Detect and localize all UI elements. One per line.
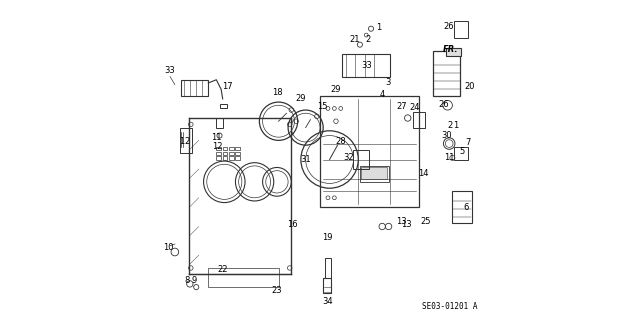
Text: 26: 26 — [438, 100, 449, 109]
Bar — [209, 268, 278, 287]
Text: 2: 2 — [366, 35, 371, 44]
Bar — [229, 152, 234, 155]
Text: 29: 29 — [331, 85, 341, 94]
Bar — [362, 167, 387, 179]
Text: 24: 24 — [410, 103, 420, 112]
Bar — [413, 112, 425, 128]
Text: 30: 30 — [442, 131, 452, 140]
Bar — [452, 191, 472, 223]
Text: FR.: FR. — [443, 45, 458, 54]
Text: 23: 23 — [271, 286, 282, 295]
Text: 2: 2 — [447, 121, 452, 130]
Bar — [342, 54, 390, 77]
Text: 5: 5 — [460, 147, 465, 156]
Text: 33: 33 — [164, 66, 175, 75]
Text: 27: 27 — [396, 102, 406, 111]
Text: 11: 11 — [445, 153, 455, 162]
Bar — [216, 118, 223, 128]
Bar — [236, 152, 240, 155]
Text: 1: 1 — [376, 23, 381, 32]
Text: 13: 13 — [396, 217, 406, 226]
Text: 12: 12 — [212, 142, 222, 151]
Text: 10: 10 — [163, 243, 173, 252]
Bar — [223, 156, 227, 160]
Bar — [220, 104, 227, 108]
Text: 8: 8 — [184, 276, 189, 285]
Bar — [320, 96, 419, 207]
Text: 4: 4 — [380, 90, 385, 99]
Text: 6: 6 — [463, 203, 468, 212]
Bar — [216, 147, 221, 150]
Bar — [446, 48, 461, 56]
Text: 11: 11 — [211, 133, 221, 142]
Text: 21: 21 — [349, 35, 360, 44]
Bar — [216, 156, 221, 160]
Text: 1: 1 — [179, 137, 184, 146]
Bar — [216, 152, 221, 155]
Text: 7: 7 — [465, 138, 470, 147]
Bar — [223, 152, 227, 155]
Text: 19: 19 — [322, 233, 332, 242]
Text: 1: 1 — [454, 121, 459, 130]
Text: 16: 16 — [287, 220, 298, 229]
Bar — [229, 156, 234, 160]
Bar — [223, 147, 227, 150]
Text: 25: 25 — [420, 217, 431, 226]
Text: 32: 32 — [344, 153, 355, 162]
Text: 22: 22 — [218, 265, 228, 274]
Bar — [181, 80, 209, 96]
Text: 31: 31 — [300, 155, 311, 164]
Bar — [433, 51, 460, 96]
Text: SE03-01201 A: SE03-01201 A — [422, 302, 477, 311]
Text: 2: 2 — [184, 137, 189, 146]
Text: 20: 20 — [464, 82, 474, 91]
Bar — [323, 278, 331, 293]
Bar — [454, 147, 468, 160]
Bar — [353, 150, 369, 169]
Bar — [324, 258, 331, 278]
Bar — [360, 166, 388, 182]
Bar — [180, 128, 193, 153]
Text: 17: 17 — [222, 82, 233, 91]
Bar — [229, 147, 234, 150]
Text: 28: 28 — [335, 137, 346, 146]
Text: 13: 13 — [401, 220, 412, 229]
Text: 15: 15 — [317, 102, 328, 111]
Text: 33: 33 — [361, 61, 372, 70]
Text: 26: 26 — [444, 22, 454, 31]
Text: 3: 3 — [385, 78, 390, 87]
Text: 34: 34 — [322, 297, 333, 306]
Text: 29: 29 — [296, 94, 306, 103]
Text: 14: 14 — [418, 169, 428, 178]
Bar — [236, 156, 240, 160]
Text: 18: 18 — [271, 88, 282, 97]
Bar — [236, 147, 240, 150]
Bar — [454, 21, 468, 38]
Text: 9: 9 — [191, 276, 196, 285]
